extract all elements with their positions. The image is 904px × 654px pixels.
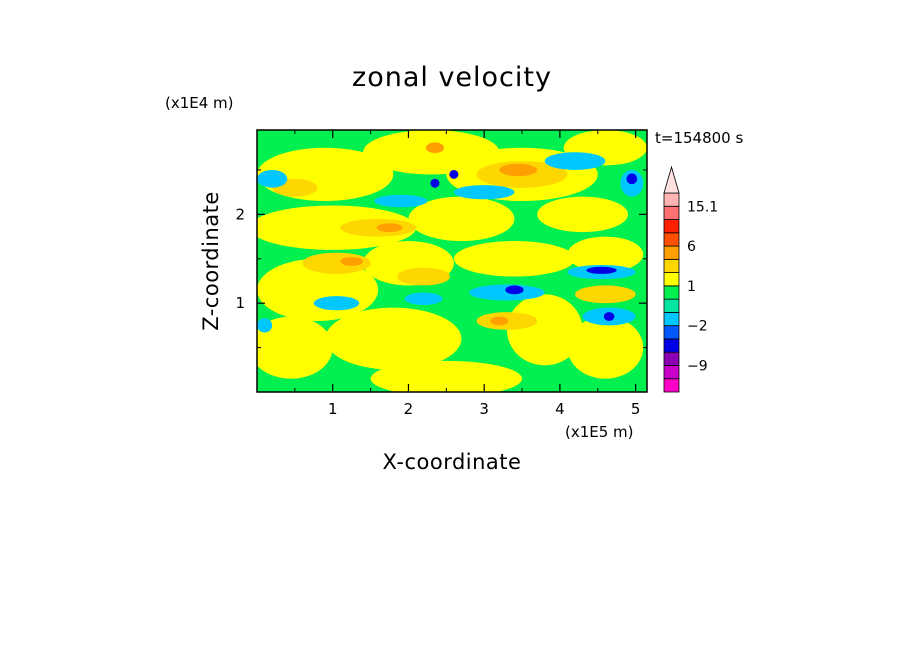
colorbar-segment (663, 351, 680, 366)
contour-region-orange-23 (340, 257, 364, 266)
colorbar-tick-label: −2 (687, 319, 708, 335)
colorbar-segment (663, 192, 680, 207)
colorbar-segment (663, 325, 680, 340)
chart-title: zonal velocity (352, 62, 552, 93)
x-tick-label: 2 (404, 400, 414, 418)
y-tick-label: 2 (235, 205, 245, 223)
contour-region-blue-42 (430, 178, 440, 188)
contour-region-cyan-28 (469, 284, 545, 301)
contour-region-orange-24 (376, 223, 403, 233)
axis-ticks: 1 2 3 4 5 1 2 (235, 130, 647, 418)
contour-region-cyan-34 (544, 152, 606, 170)
contour-region-yellow-1 (325, 307, 462, 370)
colorbar-segment (663, 272, 680, 287)
colorbar: 15.1 6 1 −2 −9 (663, 165, 718, 393)
contour-region-blue-40 (586, 266, 617, 274)
contour-region-yellow-4 (567, 316, 644, 379)
y-unit-label: (x1E4 m) (165, 94, 234, 112)
contour-region-blue-39 (505, 285, 524, 295)
contour-region-cyan-38 (257, 318, 273, 333)
colorbar-tick-label: 1 (687, 279, 696, 295)
contour-region-yellow-0 (257, 316, 333, 379)
contour-region-yellow-7 (453, 241, 576, 277)
contour-region-blue-43 (449, 169, 459, 179)
plot-frame (256, 129, 648, 393)
contour-region-yellow-10 (408, 196, 515, 242)
colorbar-tick-label: 15.1 (687, 199, 718, 215)
contour-region-yellow-3 (506, 294, 583, 366)
colorbar-segment (663, 378, 680, 393)
contour-field (257, 130, 647, 392)
contour-region-blue-44 (626, 173, 638, 185)
contour-region-cyan-36 (374, 194, 428, 208)
colorbar-segment (663, 311, 680, 327)
contour-region-gold-20 (397, 267, 451, 286)
colorbar-segment (663, 205, 680, 220)
contour-region-cyan-37 (453, 185, 515, 200)
contour-region-cyan-31 (313, 296, 360, 311)
contour-region-yellow-11 (537, 196, 629, 233)
x-axis-label: X-coordinate (383, 450, 522, 474)
contour-region-orange-25 (499, 163, 538, 177)
colorbar-segment (663, 338, 680, 353)
contour-region-orange-27 (490, 316, 509, 326)
x-tick-label: 5 (631, 400, 641, 418)
y-tick-label: 1 (235, 294, 245, 312)
contour-region-cyan-33 (257, 169, 288, 188)
colorbar-segment (663, 232, 680, 247)
colorbar-segment (663, 365, 680, 380)
colorbar-segment (663, 258, 680, 274)
colorbar-segment (663, 298, 680, 313)
x-tick-label: 4 (555, 400, 565, 418)
colorbar-tick-label: 6 (687, 239, 696, 255)
x-tick-label: 3 (479, 400, 489, 418)
time-label: t=154800 s (655, 129, 743, 147)
x-unit-label: (x1E5 m) (565, 423, 634, 441)
contour-region-cyan-32 (404, 292, 443, 305)
contour-region-yellow-9 (257, 205, 417, 250)
contour-region-gold-22 (575, 285, 636, 304)
contour-region-yellow-8 (567, 236, 644, 273)
colorbar-segment (663, 285, 680, 300)
y-axis-label: Z-coordinate (199, 191, 223, 331)
colorbar-segment (663, 245, 680, 260)
x-tick-label: 1 (328, 400, 338, 418)
colorbar-extension-tip (663, 165, 680, 194)
contour-region-blue-41 (603, 312, 615, 321)
colorbar-tick-label: −9 (687, 358, 708, 374)
contour-region-orange-26 (425, 142, 445, 154)
colorbar-segment (663, 219, 680, 234)
